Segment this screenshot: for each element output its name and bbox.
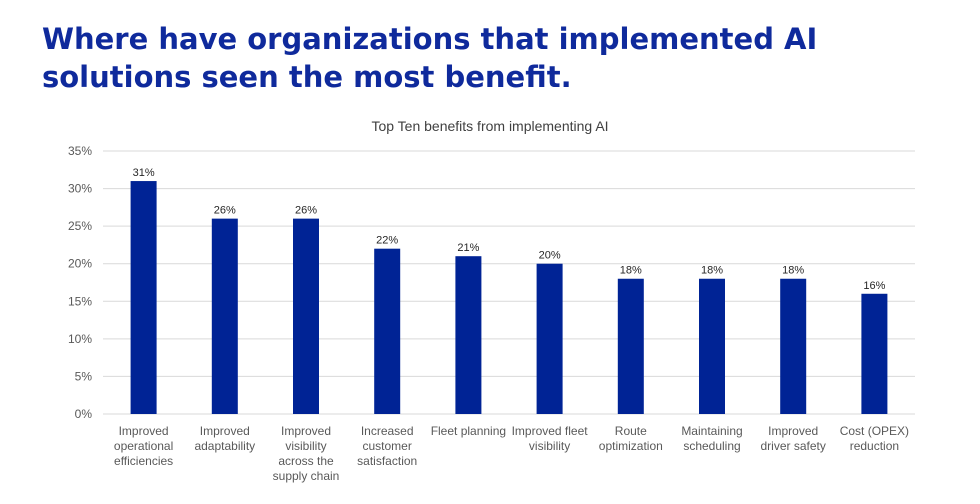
y-tick-label: 30%: [68, 182, 92, 196]
bar: [536, 263, 563, 414]
bar: [293, 218, 319, 414]
bar: [130, 181, 157, 414]
bar: [699, 278, 725, 414]
bar: [374, 248, 401, 414]
y-tick-label: 0%: [75, 407, 93, 421]
x-tick-label-line: adaptability: [194, 439, 256, 453]
data-label: 26%: [295, 205, 317, 217]
y-tick-label: 5%: [75, 369, 93, 383]
x-tick-label: Fleet planning: [423, 424, 513, 439]
y-tick-label: 35%: [68, 144, 92, 158]
x-tick-label: Improved visibility across the supply chain: [261, 424, 351, 484]
x-tick-label-line: Increased: [360, 424, 414, 438]
x-tick-label-line: driver safety: [760, 439, 826, 453]
x-tick-label: Improved adaptability: [180, 424, 270, 454]
data-label: 26%: [214, 205, 236, 217]
x-tick-label-line: Route: [614, 424, 647, 438]
x-tick-label-line: Cost (OPEX): [839, 424, 910, 438]
x-tick-label-line: satisfaction: [357, 454, 418, 468]
data-label: 18%: [620, 265, 642, 277]
x-tick-label-line: reduction: [849, 439, 900, 453]
x-tick-label-line: customer: [362, 439, 412, 453]
x-tick-label-line: efficiencies: [114, 454, 174, 468]
data-label: 31%: [133, 167, 155, 179]
data-label: 16%: [863, 280, 885, 292]
headline: Where have organizations that implemente…: [42, 22, 818, 94]
x-tick-label-line: Improved: [118, 424, 169, 438]
x-tick-label: Increased customer satisfaction: [342, 424, 432, 469]
data-label: 21%: [457, 242, 479, 254]
x-tick-label: Cost (OPEX) reduction: [829, 424, 919, 454]
x-tick-label-line: visibility: [528, 439, 571, 453]
x-tick-label: Improved fleet visibility: [505, 424, 595, 454]
x-tick-label-line: scheduling: [683, 439, 741, 453]
bar: [211, 218, 238, 414]
x-tick-label-line: visibility: [285, 439, 327, 453]
x-tick-label-line: Maintaining: [681, 424, 743, 438]
chart-title: Top Ten benefits from implementing AI: [371, 118, 609, 134]
x-tick-label-line: across the: [278, 454, 334, 468]
bar: [780, 278, 807, 414]
x-tick-label: Maintaining scheduling: [667, 424, 757, 454]
y-tick-label: 25%: [68, 219, 92, 233]
x-tick-label: Improved driver safety: [748, 424, 838, 454]
x-tick-label-line: Improved: [768, 424, 819, 438]
x-tick-label-line: Improved fleet: [511, 424, 588, 438]
x-tick-label-line: supply chain: [272, 469, 340, 483]
data-label: 18%: [782, 265, 804, 277]
x-tick-label-line: Improved: [280, 424, 332, 438]
bar: [455, 256, 482, 414]
x-tick-label: Improved operational efficiencies: [99, 424, 189, 469]
bar: [617, 278, 644, 414]
bar: [861, 293, 888, 414]
y-tick-label: 20%: [68, 257, 92, 271]
x-tick-label-line: Fleet planning: [430, 424, 507, 438]
data-label: 22%: [376, 235, 398, 247]
x-tick-label-line: optimization: [598, 439, 663, 453]
data-label: 20%: [539, 250, 561, 262]
x-tick-label-line: operational: [113, 439, 174, 453]
y-tick-label: 15%: [68, 294, 92, 308]
x-tick-label: Route optimization: [586, 424, 676, 454]
data-label: 18%: [701, 265, 723, 277]
x-tick-label-line: Improved: [199, 424, 250, 438]
y-tick-label: 10%: [68, 332, 92, 346]
